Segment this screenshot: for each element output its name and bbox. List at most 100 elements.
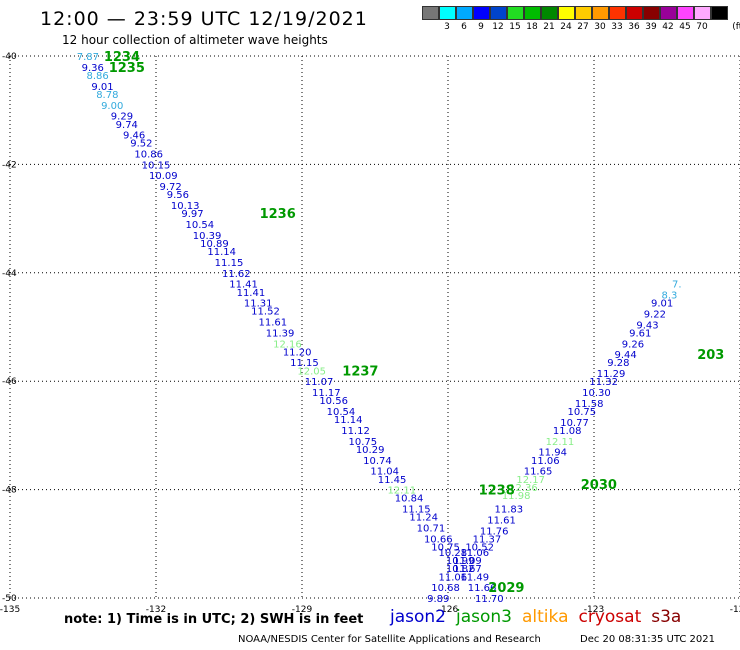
swh-data-label: 11.62 — [222, 269, 251, 280]
satellite-legend: jason2 jason3 altika cryosat s3a — [390, 607, 691, 627]
color-scale-swatch — [643, 6, 660, 20]
swh-data-label: 11.15 — [215, 258, 244, 269]
color-scale-label: 6 — [461, 22, 467, 32]
pass-time-label: 1238 — [479, 484, 515, 499]
swh-data-label: 9.52 — [130, 139, 152, 150]
swh-data-label: 11.98 — [502, 491, 531, 502]
pass-time-label: 1234 — [104, 50, 140, 65]
swh-data-label: 10.75 — [349, 437, 378, 448]
pass-time-label: 1236 — [260, 207, 296, 222]
swh-data-label: 11.24 — [409, 513, 438, 524]
swh-data-label: 11.61 — [258, 318, 287, 329]
swh-data-label: 10.68 — [431, 583, 460, 594]
color-scale-label: 12 — [492, 22, 504, 32]
y-tick-label: -40 — [2, 52, 17, 62]
swh-data-label: 11.17 — [312, 388, 341, 399]
pass-time-label: 2029 — [488, 581, 524, 596]
swh-data-label: 11.67 — [453, 564, 482, 575]
credit-text: NOAA/NESDIS Center for Satellite Applica… — [238, 634, 541, 645]
swh-data-label: 11.15 — [402, 505, 431, 516]
x-tick-label: -120 — [730, 605, 740, 615]
color-scale-label: 27 — [577, 22, 589, 32]
swh-data-label: 9.56 — [167, 190, 189, 201]
x-tick-label: -132 — [146, 605, 166, 615]
x-tick-label: -126 — [438, 605, 459, 615]
swh-data-label: 12.11 — [546, 437, 575, 448]
swh-data-label: 11.06 — [531, 456, 560, 467]
swh-data-label: 10.15 — [142, 160, 171, 171]
swh-data-label: 9.72 — [159, 182, 181, 193]
swh-data-label: 12.36 — [509, 483, 538, 494]
swh-data-label: 9.43 — [636, 320, 658, 331]
color-scale-label: 33 — [611, 22, 623, 32]
swh-data-label: 10.99 — [446, 556, 475, 567]
color-scale-label: 3 — [444, 22, 450, 32]
chart-title: 12:00 — 23:59 UTC 12/19/2021 — [40, 8, 368, 30]
color-scale-label: 70 — [696, 22, 708, 32]
units-note: note: 1) Time is in UTC; 2) SWH is in fe… — [64, 612, 364, 627]
swh-data-label: 11.08 — [553, 426, 582, 437]
color-scale-swatch — [694, 6, 711, 20]
swh-data-label: 9.00 — [101, 101, 123, 112]
swh-data-label: 10.82 — [446, 564, 475, 575]
swh-data-label: 10.28 — [439, 548, 468, 559]
swh-data-label: 11.61 — [487, 515, 516, 526]
swh-data-label: 10.39 — [193, 231, 222, 242]
swh-data-label: 11.45 — [378, 475, 407, 486]
swh-data-label: 11.12 — [341, 426, 370, 437]
color-scale-label: 9 — [478, 22, 484, 32]
legend-jason2: jason2 — [390, 607, 446, 627]
swh-data-label: 10.84 — [395, 494, 424, 505]
swh-data-label: 11.29 — [597, 369, 626, 380]
swh-data-label: 11.41 — [229, 280, 258, 291]
color-scale-label: 45 — [679, 22, 691, 32]
swh-data-label: 10.54 — [185, 220, 214, 231]
color-scale-label: 36 — [628, 22, 640, 32]
legend-altika: altika — [522, 607, 569, 627]
x-tick-label: -129 — [292, 605, 313, 615]
swh-data-label: 9.36 — [82, 63, 104, 74]
swh-data-label: 9.44 — [615, 350, 637, 361]
y-tick-label: -42 — [2, 160, 17, 170]
color-scale-swatch — [422, 6, 439, 20]
swh-data-label: 7.87 — [77, 52, 99, 63]
swh-data-label: 9.97 — [181, 209, 203, 220]
swh-data-label: 11.07 — [305, 377, 334, 388]
x-tick-label: -135 — [0, 605, 20, 615]
swh-data-label: 11.83 — [495, 505, 524, 516]
swh-data-label: 11.06 — [460, 548, 489, 559]
swh-data-label: 11.20 — [283, 347, 312, 358]
swh-data-label: 11.49 — [460, 572, 489, 583]
swh-data-label: 8.78 — [96, 90, 118, 101]
swh-data-label: 10.29 — [356, 445, 385, 456]
legend-s3a: s3a — [651, 607, 682, 627]
swh-data-label: 10.13 — [171, 201, 200, 212]
y-tick-label: -46 — [2, 377, 17, 387]
swh-data-label: 9.74 — [116, 120, 138, 131]
swh-data-label: 12.17 — [516, 475, 545, 486]
swh-data-label: 10.75 — [568, 407, 597, 418]
swh-data-label: 9.01 — [91, 82, 113, 93]
color-scale-swatch — [592, 6, 609, 20]
color-scale-swatch — [541, 6, 558, 20]
color-scale-label: 15 — [509, 22, 521, 32]
pass-time-label: 1235 — [109, 61, 145, 76]
color-scale-swatch — [677, 6, 694, 20]
color-scale-label: 24 — [560, 22, 572, 32]
color-scale-swatch — [524, 6, 541, 20]
swh-data-label: 11.14 — [334, 415, 363, 426]
legend-cryosat: cryosat — [578, 607, 642, 627]
swh-data-label: 10.30 — [582, 388, 611, 399]
y-tick-label: -48 — [2, 486, 17, 496]
swh-data-label: 11.41 — [237, 288, 266, 299]
swh-data-label: 10.75 — [431, 543, 460, 554]
swh-data-label: 9.22 — [644, 309, 666, 320]
swh-data-label: 10.52 — [465, 543, 494, 554]
chart-subtitle: 12 hour collection of altimeter wave hei… — [62, 33, 328, 47]
swh-data-label: 9.01 — [651, 299, 673, 310]
swh-data-label: 11.39 — [266, 328, 295, 339]
y-tick-label: -44 — [2, 269, 17, 279]
swh-data-label: 11.14 — [207, 247, 236, 258]
swh-data-label: 11.31 — [244, 299, 273, 310]
swh-data-label: 8.86 — [86, 71, 108, 82]
